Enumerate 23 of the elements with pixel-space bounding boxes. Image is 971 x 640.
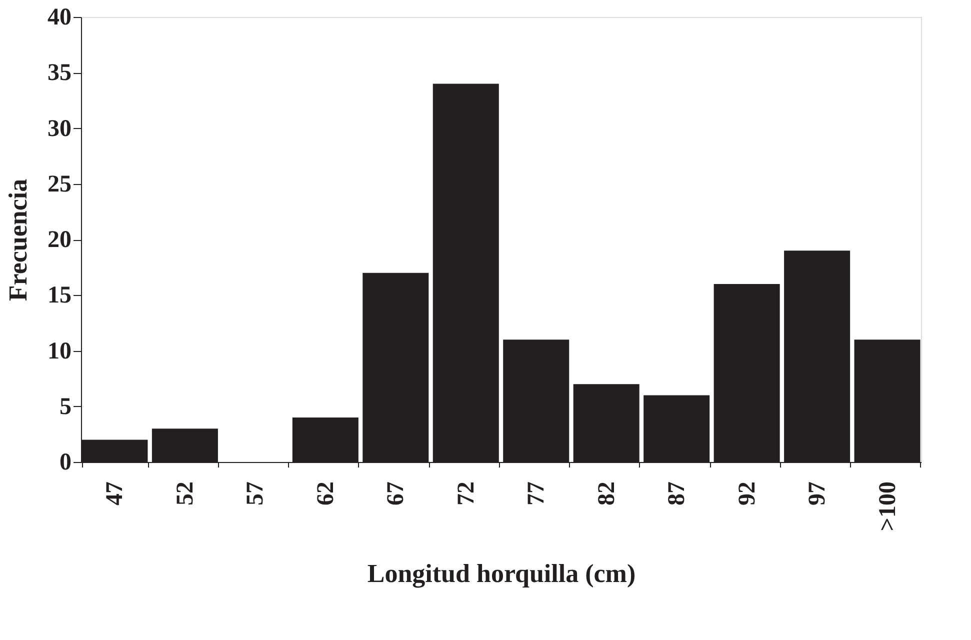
x-tick-label: 82 xyxy=(594,482,620,506)
y-tick-label: 35 xyxy=(48,60,72,86)
x-tick-label: 77 xyxy=(524,482,550,506)
y-tick-label: 20 xyxy=(48,227,72,253)
y-tick-label: 0 xyxy=(60,450,72,476)
y-tick-label: 15 xyxy=(48,282,72,309)
x-tick-label: 97 xyxy=(804,482,831,506)
x-tick-label: 67 xyxy=(383,482,410,506)
x-tick-label: 52 xyxy=(172,482,198,506)
x-tick-label: 57 xyxy=(242,482,269,506)
x-axis-title: Longitud horquilla (cm) xyxy=(367,559,636,588)
y-tick-label: 25 xyxy=(48,171,72,198)
x-tick-label: 72 xyxy=(453,482,480,506)
y-tick-label: 10 xyxy=(48,338,72,364)
y-tick-label: 40 xyxy=(48,4,72,30)
y-tick-label: 5 xyxy=(60,394,72,420)
x-tick-label: 47 xyxy=(102,482,128,506)
y-axis-title: Frecuencia xyxy=(4,178,32,302)
x-tick-label: >100 xyxy=(874,482,901,532)
x-tick-label: 87 xyxy=(664,482,690,506)
y-tick-label: 30 xyxy=(48,116,72,142)
x-tick-label: 92 xyxy=(734,482,760,506)
x-tick-label: 62 xyxy=(312,482,339,506)
